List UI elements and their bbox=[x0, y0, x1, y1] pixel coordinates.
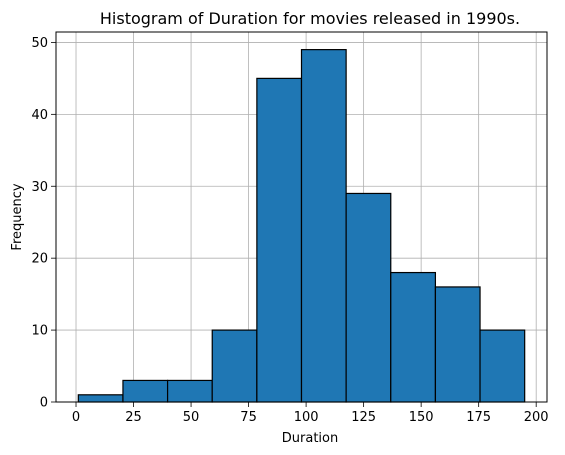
x-tick-label: 125 bbox=[351, 410, 376, 425]
x-tick-label: 200 bbox=[524, 410, 549, 425]
x-axis-ticks: 0 25 50 75 100 125 150 175 200 bbox=[72, 402, 549, 425]
x-tick-label: 150 bbox=[409, 410, 434, 425]
histogram-bar bbox=[300, 49, 347, 403]
plot-frame bbox=[55, 31, 548, 403]
y-axis-label: Frequency bbox=[10, 183, 25, 250]
x-axis-label: Duration bbox=[282, 431, 338, 446]
y-tick-label: 0 bbox=[40, 396, 48, 411]
histogram-bar bbox=[390, 271, 437, 403]
x-tick-label: 100 bbox=[294, 410, 319, 425]
histogram-bar bbox=[434, 286, 481, 403]
y-tick-label: 40 bbox=[31, 108, 48, 123]
chart-title: Histogram of Duration for movies release… bbox=[100, 9, 520, 28]
y-tick-label: 30 bbox=[31, 180, 48, 195]
x-tick-label: 75 bbox=[240, 410, 257, 425]
histogram-bar bbox=[345, 192, 392, 403]
y-tick-label: 20 bbox=[31, 252, 48, 267]
x-tick-label: 50 bbox=[183, 410, 200, 425]
y-axis-ticks: 0 10 20 30 40 50 bbox=[31, 36, 56, 411]
histogram-bar bbox=[122, 379, 169, 403]
y-tick-label: 10 bbox=[31, 324, 48, 339]
histogram-bar bbox=[166, 379, 213, 403]
x-tick-label: 0 bbox=[72, 410, 80, 425]
bars bbox=[77, 49, 526, 403]
x-tick-label: 25 bbox=[125, 410, 142, 425]
x-tick-label: 175 bbox=[466, 410, 491, 425]
histogram-bar bbox=[211, 329, 258, 403]
histogram-bar bbox=[479, 329, 526, 403]
y-tick-label: 50 bbox=[31, 36, 48, 51]
histogram-bar bbox=[256, 77, 303, 403]
histogram-bar bbox=[77, 394, 124, 403]
